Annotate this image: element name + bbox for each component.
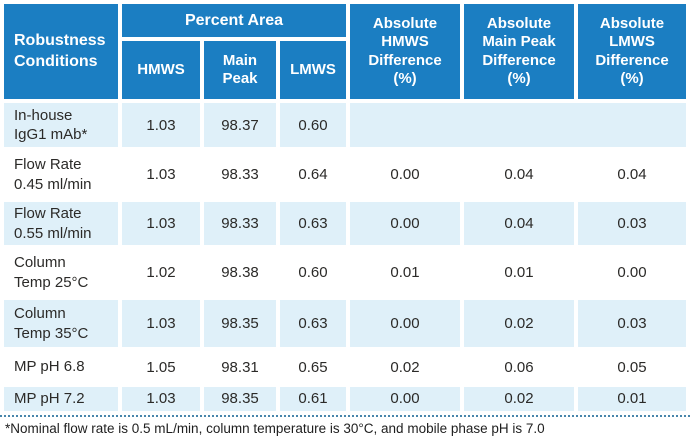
robustness-table: Robustness Conditions Percent Area Absol… [4,4,686,411]
cell-hmws: 1.03 [122,103,200,147]
table-row: MP pH 6.8 1.05 98.31 0.65 0.02 0.06 0.05 [4,351,686,383]
absolute-hmws-difference-header: Absolute HMWS Difference (%) [350,4,460,99]
cell-main-peak: 98.33 [204,151,276,198]
cell-hmws: 1.03 [122,387,200,411]
table-row: MP pH 7.2 1.03 98.35 0.61 0.00 0.02 0.01 [4,387,686,411]
cell-main-peak-diff: 0.04 [464,202,574,245]
cell-lmws: 0.65 [280,351,346,383]
cell-main-peak-diff: 0.01 [464,249,574,296]
cell-lmws: 0.61 [280,387,346,411]
cell-hmws: 1.02 [122,249,200,296]
cell-lmws-diff: 0.04 [578,151,686,198]
cell-lmws-diff: 0.05 [578,351,686,383]
absolute-main-peak-difference-header: Absolute Main Peak Difference (%) [464,4,574,99]
cell-hmws: 1.03 [122,151,200,198]
cell-lmws: 0.60 [280,103,346,147]
cell-lmws-diff: 0.00 [578,249,686,296]
main-peak-header: Main Peak [204,41,276,99]
cell-lmws-diff: 0.03 [578,202,686,245]
cell-hmws: 1.03 [122,300,200,347]
table-body: In-house IgG1 mAb* 1.03 98.37 0.60 Flow … [4,103,686,411]
cell-hmws: 1.05 [122,351,200,383]
cell-hmws-diff: 0.00 [350,300,460,347]
cell-lmws: 0.64 [280,151,346,198]
row-label: Column Temp 25°C [4,249,118,296]
cell-hmws-diff: 0.00 [350,202,460,245]
cell-hmws-diff: 0.01 [350,249,460,296]
cell-main-peak-diff: 0.02 [464,387,574,411]
table-row: In-house IgG1 mAb* 1.03 98.37 0.60 [4,103,686,147]
table-row: Flow Rate 0.45 ml/min 1.03 98.33 0.64 0.… [4,151,686,198]
robustness-conditions-header: Robustness Conditions [4,4,118,99]
cell-lmws-diff: 0.01 [578,387,686,411]
row-label: Column Temp 35°C [4,300,118,347]
cell-main-peak: 98.37 [204,103,276,147]
header-row-1: Robustness Conditions Percent Area Absol… [4,4,686,99]
hmws-header: HMWS [122,41,200,99]
row-label: MP pH 7.2 [4,387,118,411]
absolute-lmws-difference-header: Absolute LMWS Difference (%) [578,4,686,99]
cell-lmws: 0.60 [280,249,346,296]
table-header: Robustness Conditions Percent Area Absol… [4,4,686,99]
cell-main-peak: 98.35 [204,300,276,347]
cell-hmws-diff: 0.00 [350,387,460,411]
cell-main-peak: 98.33 [204,202,276,245]
cell-lmws: 0.63 [280,300,346,347]
lmws-header: LMWS [280,41,346,99]
row-label: Flow Rate 0.45 ml/min [4,151,118,198]
cell-hmws-diff: 0.00 [350,151,460,198]
table-row: Column Temp 25°C 1.02 98.38 0.60 0.01 0.… [4,249,686,296]
footnote: *Nominal flow rate is 0.5 mL/min, column… [5,420,545,436]
cell-main-peak: 98.35 [204,387,276,411]
row-label: Flow Rate 0.55 ml/min [4,202,118,245]
row-label: In-house IgG1 mAb* [4,103,118,147]
cell-main-peak-diff: 0.06 [464,351,574,383]
table-row: Flow Rate 0.55 ml/min 1.03 98.33 0.63 0.… [4,202,686,245]
cell-lmws-diff: 0.03 [578,300,686,347]
percent-area-header: Percent Area [122,4,346,37]
cell-main-peak: 98.31 [204,351,276,383]
cell-main-peak: 98.38 [204,249,276,296]
cell-hmws: 1.03 [122,202,200,245]
cell-hmws-diff: 0.02 [350,351,460,383]
table-row: Column Temp 35°C 1.03 98.35 0.63 0.00 0.… [4,300,686,347]
header-row-2: HMWS Main Peak LMWS [4,41,686,99]
cell-main-peak-diff: 0.02 [464,300,574,347]
empty-difference-cell [350,103,686,147]
row-label: MP pH 6.8 [4,351,118,383]
cell-lmws: 0.63 [280,202,346,245]
cell-main-peak-diff: 0.04 [464,151,574,198]
table-bottom-dotted-border [0,414,690,417]
